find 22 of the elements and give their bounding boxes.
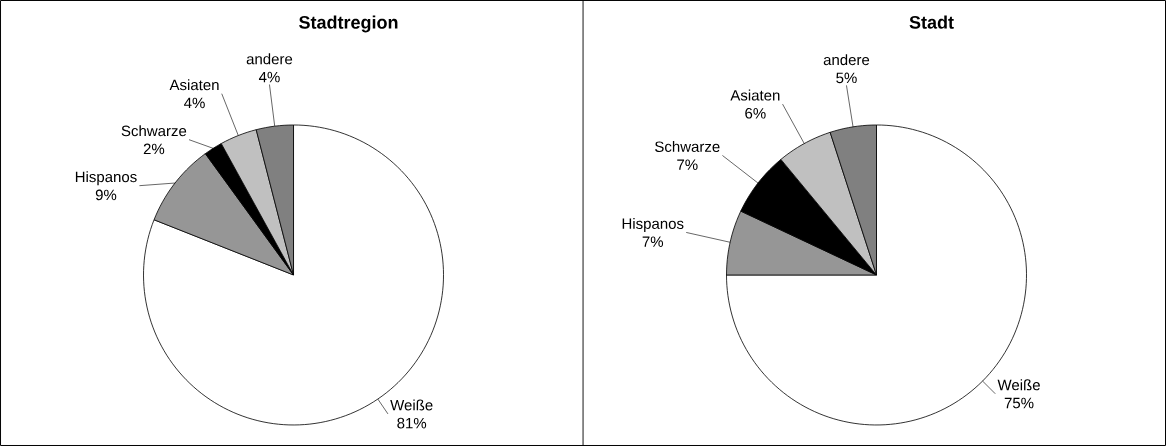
slice-label: Hispanos (75, 171, 137, 186)
chart-title: Stadt (909, 15, 954, 29)
data-label: 6% (745, 107, 766, 119)
data-label: 9% (95, 189, 117, 201)
slice-label: Schwarze (121, 125, 187, 137)
data-label: 7% (677, 159, 698, 170)
slice-label: Weiße (390, 399, 433, 411)
data-label: 4% (258, 71, 280, 83)
data-label: 5% (836, 72, 857, 84)
data-label: 7% (642, 236, 664, 247)
slice-label: Asiaten (730, 89, 780, 101)
slice-label: Schwarze (655, 140, 720, 152)
data-label: 81% (397, 417, 427, 429)
slice-label: Hispanos (622, 217, 684, 232)
slice-label: Asiaten (169, 79, 219, 91)
slice-label: Weiße (997, 379, 1040, 391)
chart-title: Stadtregion (299, 15, 398, 33)
data-label: 75% (1004, 397, 1034, 409)
slice-label: andere (823, 54, 870, 66)
data-label: 4% (184, 97, 205, 109)
data-label: 2% (143, 143, 165, 155)
slice-label: andere (246, 53, 293, 65)
